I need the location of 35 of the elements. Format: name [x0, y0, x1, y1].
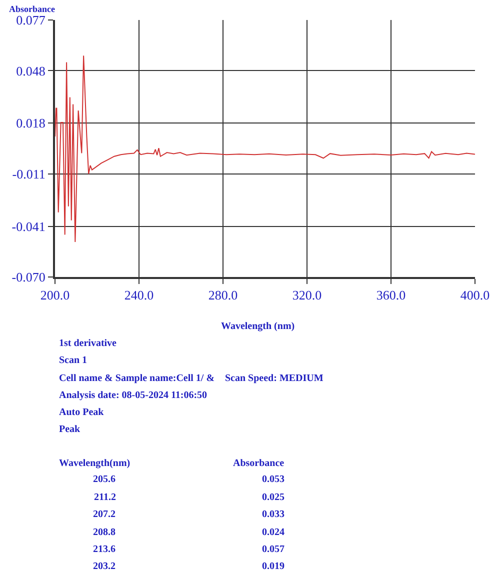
x-tick-label: 320.0 [292, 288, 322, 303]
text: 213.6 [93, 544, 116, 555]
y-tick-label: 0.048 [16, 63, 46, 78]
text: Analysis date: 08-05-2024 11:06:50 [59, 390, 208, 401]
text: Absorbance [233, 458, 285, 469]
text: 205.6 [93, 474, 116, 485]
text: 203.2 [93, 561, 116, 572]
x-tick-label: 280.0 [208, 288, 238, 303]
text: 0.024 [262, 527, 284, 538]
text: Scan 1 [59, 355, 88, 366]
y-axis-title: Absorbance [9, 4, 56, 14]
text: 0.053 [262, 474, 284, 485]
text: 208.8 [93, 527, 116, 538]
x-tick-label: 400.0 [460, 288, 490, 303]
text: 0.033 [262, 509, 284, 520]
text: Wavelength(nm) [59, 458, 130, 469]
text: 1st derivative [59, 338, 118, 349]
text: 0.019 [262, 561, 284, 572]
text: Auto Peak [59, 407, 104, 418]
text: 0.057 [262, 544, 284, 555]
text: 0.025 [262, 492, 284, 503]
y-tick-label: 0.018 [16, 116, 46, 131]
y-tick-label: -0.070 [12, 270, 46, 285]
y-tick-label: -0.041 [12, 218, 46, 234]
text: 207.2 [93, 509, 116, 520]
x-tick-label: 240.0 [124, 288, 154, 303]
text: Cell name & Sample name:Cell 1/ & [59, 373, 215, 384]
x-tick-label: 360.0 [376, 288, 406, 303]
x-tick-label: 200.0 [40, 288, 70, 303]
text: 211.2 [94, 492, 116, 503]
y-tick-label: 0.077 [16, 12, 46, 28]
x-axis-title: Wavelength (nm) [221, 321, 295, 332]
text: Scan Speed: MEDIUM [225, 373, 324, 384]
text: Peak [59, 424, 81, 435]
y-tick-label: -0.011 [12, 166, 46, 182]
